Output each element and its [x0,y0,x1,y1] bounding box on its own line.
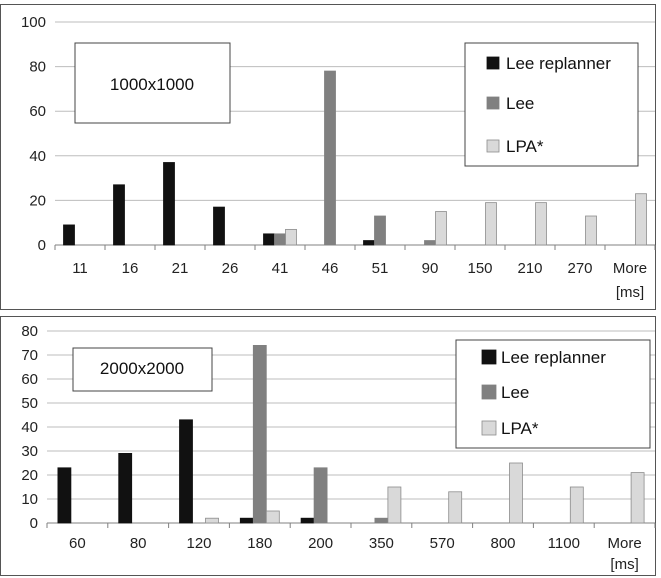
c1000-bar [425,241,436,245]
c1000-bar [436,212,447,245]
c1000-x-tick-label: 21 [172,260,189,277]
c2000-x-tick-label: 350 [369,535,394,552]
c1000-bar [114,185,125,245]
c2000-bar [301,518,314,523]
c2000-bar [388,487,401,523]
c1000-bar [586,216,597,245]
c1000-y-tick-label: 60 [29,103,46,120]
c2000-legend-label: Lee replanner [501,348,606,367]
c2000-bar [206,518,219,523]
c2000-y-tick-label: 10 [21,491,38,508]
c1000-x-tick-label: 270 [567,260,592,277]
c2000-legend-label: LPA* [501,419,539,438]
c1000-y-tick-label: 40 [29,148,46,165]
c2000-size-label: 2000x2000 [100,359,184,378]
c1000-x-tick-label: 26 [222,260,239,277]
c1000-x-tick-label: 41 [272,260,289,277]
c2000-x-tick-label: 80 [130,535,147,552]
c2000-unit-label: [ms] [610,556,638,573]
c2000-bar [253,345,266,523]
c2000-legend-swatch [482,421,496,435]
c1000-bar [64,225,75,245]
c2000-bar [266,511,279,523]
c2000-x-tick-label: More [608,535,642,552]
c2000-y-tick-label: 70 [21,347,38,364]
c2000-x-tick-label: 200 [308,535,333,552]
c2000-bar [510,463,523,523]
c2000-y-tick-label: 60 [21,371,38,388]
c1000-x-tick-label: 210 [517,260,542,277]
c1000-legend-label: LPA* [506,137,544,156]
c1000-bar [375,216,386,245]
c2000-legend-label: Lee [501,383,529,402]
c1000-x-tick-label: 51 [372,260,389,277]
c1000-legend-swatch [487,57,499,69]
c1000-y-tick-label: 100 [21,14,46,31]
c1000-x-tick-label: 11 [72,260,88,277]
c1000-legend-label: Lee [506,94,534,113]
c1000-bar [164,162,175,245]
c2000-x-tick-label: 1100 [548,535,580,552]
c1000-x-tick-label: 46 [322,260,339,277]
c2000-bar [58,468,71,523]
c1000-y-tick-label: 80 [29,59,46,76]
c2000-x-tick-label: 180 [247,535,272,552]
c2000-legend-swatch [482,350,496,364]
c2000-x-tick-label: 800 [490,535,515,552]
c1000-bar [536,203,547,245]
c2000-bar [180,420,193,523]
c1000-legend-label: Lee replanner [506,54,611,73]
c1000-bar [286,229,297,245]
c2000-legend-swatch [482,385,496,399]
c2000-y-tick-label: 0 [30,515,38,532]
c1000-bar [214,207,225,245]
c1000-size-label: 1000x1000 [110,75,194,94]
c1000-x-tick-label: 150 [467,260,492,277]
c1000-unit-label: [ms] [616,284,644,301]
c2000-bar [240,518,253,523]
c1000-x-tick-label: More [613,260,647,277]
c1000-bar [325,71,336,245]
c1000-bar [364,241,375,245]
c2000-x-tick-label: 120 [186,535,211,552]
c1000-y-tick-label: 20 [29,192,46,209]
c2000-bar [570,487,583,523]
c1000-bar [636,194,647,245]
c1000-bar [264,234,275,245]
c1000-legend-swatch [487,140,499,152]
c2000-y-tick-label: 30 [21,443,38,460]
c1000-legend-swatch [487,97,499,109]
c1000-bar [486,203,497,245]
c1000-x-tick-label: 16 [122,260,139,277]
c1000-bar [275,234,286,245]
c2000-y-tick-label: 40 [21,419,38,436]
c1000-x-tick-label: 90 [422,260,439,277]
c2000-x-tick-label: 60 [69,535,86,552]
c2000-bar [449,492,462,523]
c2000-bar [314,468,327,523]
c2000-bar [631,473,644,523]
c2000-y-tick-label: 20 [21,467,38,484]
c2000-bar [375,518,388,523]
c2000-y-tick-label: 50 [21,395,38,412]
c2000-y-tick-label: 80 [21,323,38,340]
c2000-bar [119,453,132,523]
c1000-y-tick-label: 0 [38,237,46,254]
c2000-x-tick-label: 570 [430,535,455,552]
